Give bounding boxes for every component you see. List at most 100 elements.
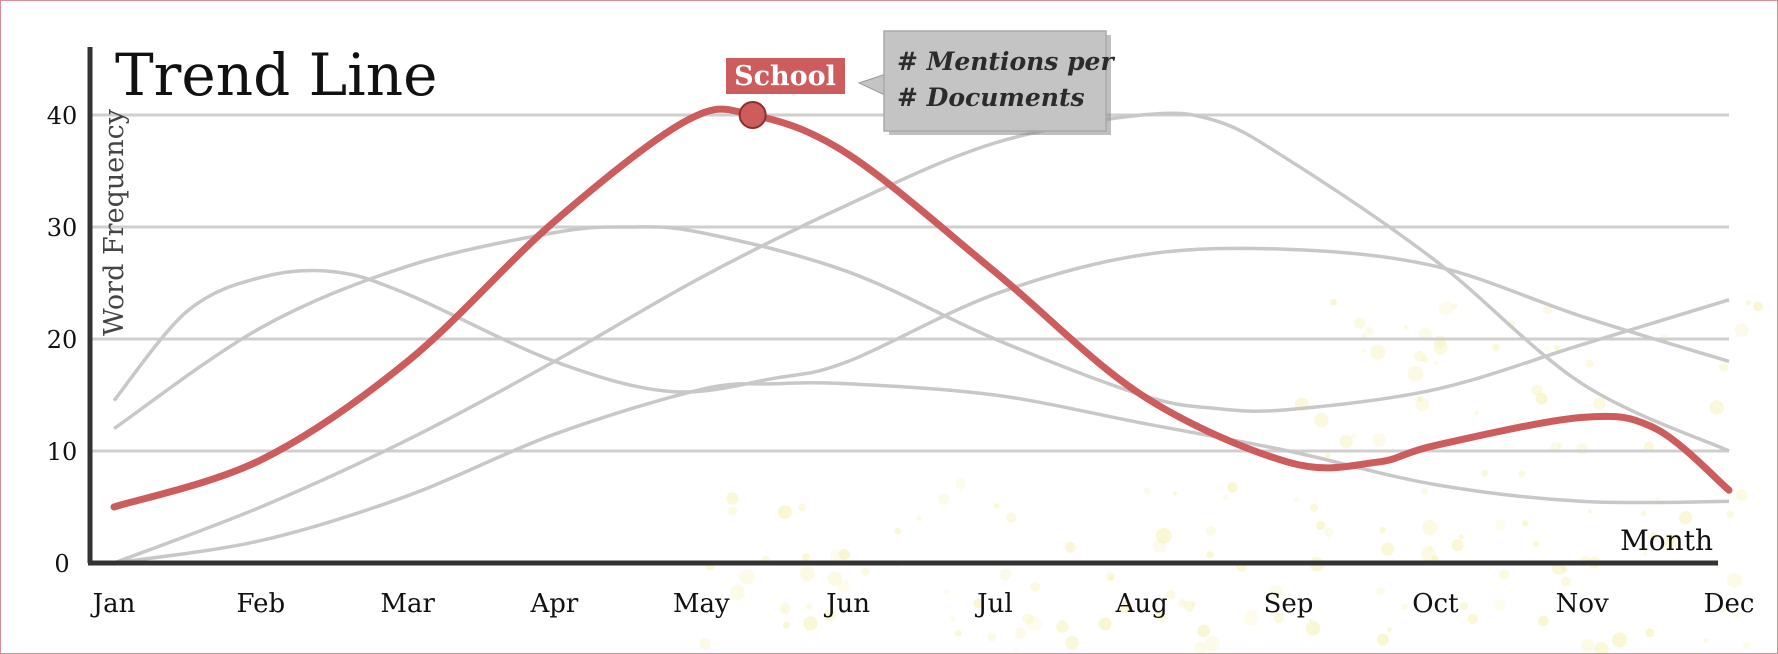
texture-speck xyxy=(729,584,745,601)
texture-speck xyxy=(1585,359,1594,368)
texture-speck xyxy=(1594,642,1609,653)
texture-speck xyxy=(1387,627,1392,633)
texture-speck xyxy=(1581,639,1595,653)
texture-speck xyxy=(1538,615,1549,627)
texture-speck xyxy=(955,478,967,490)
texture-speck xyxy=(1650,532,1659,541)
texture-speck xyxy=(1753,301,1763,312)
series-line-4 xyxy=(113,380,1730,565)
texture-speck xyxy=(1026,616,1043,632)
texture-speck xyxy=(861,567,870,576)
texture-speck xyxy=(1118,600,1132,614)
x-tick-label: Jul xyxy=(974,589,1012,619)
texture-speck xyxy=(1197,624,1211,638)
x-tick-label: Aug xyxy=(1115,589,1168,619)
callout: # Mentions per # Documents xyxy=(857,30,1115,135)
texture-speck xyxy=(1414,350,1426,362)
texture-speck xyxy=(1719,362,1729,372)
texture-speck xyxy=(1407,365,1424,382)
texture-speck xyxy=(806,603,813,611)
texture-speck xyxy=(1309,503,1319,512)
texture-speck xyxy=(1474,410,1479,416)
series-label-box xyxy=(726,58,845,94)
series-line-2 xyxy=(113,225,1730,431)
texture-speck xyxy=(1576,443,1588,455)
y-tick-label: 20 xyxy=(47,326,78,354)
texture-speck xyxy=(1325,452,1331,458)
texture-speck xyxy=(1642,551,1648,556)
x-tick-label: Feb xyxy=(236,589,285,619)
x-tick-label: Jun xyxy=(823,589,870,619)
texture-speck xyxy=(799,566,815,582)
x-tick-label: Mar xyxy=(380,589,435,619)
texture-speck xyxy=(1499,569,1510,580)
texture-speck xyxy=(1438,301,1454,316)
texture-speck xyxy=(1242,609,1259,626)
x-tick-label: Oct xyxy=(1412,589,1459,619)
texture-speck xyxy=(1223,494,1229,500)
texture-speck xyxy=(803,616,818,631)
texture-speck xyxy=(1351,433,1357,438)
x-tick-label: Dec xyxy=(1704,589,1755,619)
texture-speck xyxy=(1108,574,1115,581)
highlight-series xyxy=(110,105,1733,511)
texture-speck xyxy=(1339,435,1353,449)
texture-speck xyxy=(1370,344,1386,360)
texture-speck xyxy=(1273,612,1284,624)
texture-speck xyxy=(1204,636,1220,652)
highlight-series-label: School xyxy=(726,58,845,94)
texture-speck xyxy=(1401,603,1408,611)
texture-speck xyxy=(1155,611,1167,622)
x-tick-label: Jan xyxy=(90,589,136,619)
texture-speck xyxy=(993,503,1000,509)
texture-speck xyxy=(1194,641,1207,653)
texture-speck xyxy=(1495,519,1506,531)
texture-speck xyxy=(1709,400,1724,415)
texture-speck xyxy=(1005,512,1017,524)
texture-speck xyxy=(1056,620,1069,633)
texture-speck xyxy=(1268,584,1283,599)
callout-line-1: # Mentions per xyxy=(897,47,1115,76)
texture-speck xyxy=(1065,636,1079,650)
chart-title: Trend Line xyxy=(115,41,437,109)
texture-speck xyxy=(1663,535,1678,550)
texture-speck xyxy=(1532,540,1539,547)
series-label-text: School xyxy=(734,61,836,92)
texture-speck xyxy=(1155,527,1172,544)
texture-speck xyxy=(1205,525,1217,536)
texture-speck xyxy=(1554,345,1560,351)
texture-speck xyxy=(1372,432,1386,447)
texture-speck xyxy=(1560,566,1568,573)
texture-speck xyxy=(950,616,956,622)
texture-speck xyxy=(954,629,962,637)
texture-speck xyxy=(1492,343,1500,351)
texture-speck xyxy=(1726,510,1734,519)
texture-speck xyxy=(1734,323,1749,337)
texture-speck xyxy=(1353,317,1366,329)
texture-speck xyxy=(1611,632,1628,648)
texture-speck xyxy=(937,493,950,505)
texture-speck xyxy=(1065,541,1076,553)
y-axis-label: Word Frequency xyxy=(99,108,130,336)
peak-marker xyxy=(738,101,767,129)
texture-speck xyxy=(1481,469,1489,477)
y-tick-label: 30 xyxy=(47,214,78,242)
texture-speck xyxy=(1433,335,1447,349)
texture-speck xyxy=(1460,602,1469,611)
x-tick-label: Sep xyxy=(1264,589,1314,619)
texture-speck xyxy=(1143,487,1151,495)
texture-speck xyxy=(1206,551,1214,559)
texture-speck xyxy=(1557,442,1563,448)
texture-speck xyxy=(1452,303,1458,309)
texture-speck xyxy=(802,553,810,561)
texture-speck xyxy=(1105,571,1115,582)
texture-speck xyxy=(1227,482,1238,493)
y-tick-label: 0 xyxy=(54,550,69,578)
texture-speck xyxy=(838,548,850,560)
texture-speck xyxy=(1735,489,1748,502)
texture-speck xyxy=(1593,397,1606,410)
y-tick-labels: 0 10 20 30 40 xyxy=(47,102,78,578)
texture-speck xyxy=(1742,641,1751,649)
texture-speck xyxy=(987,632,997,642)
